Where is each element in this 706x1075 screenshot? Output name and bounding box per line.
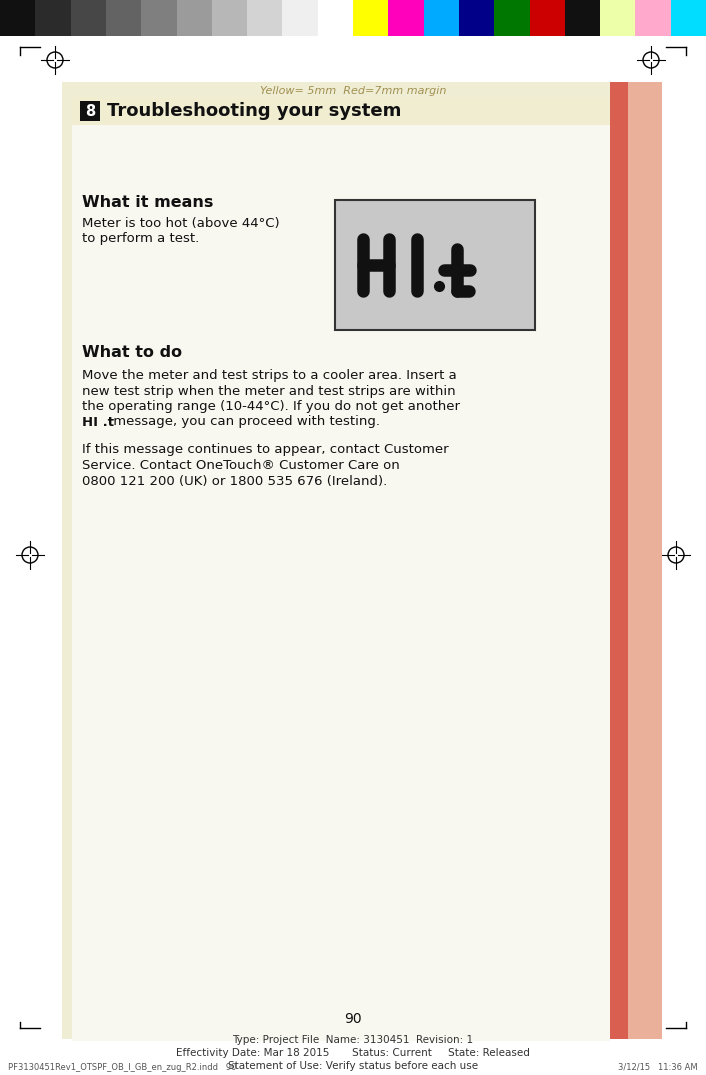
Text: 90: 90	[345, 1012, 361, 1026]
Text: PF3130451Rev1_OTSPF_OB_I_GB_en_zug_R2.indd   90: PF3130451Rev1_OTSPF_OB_I_GB_en_zug_R2.in…	[8, 1063, 237, 1072]
Bar	[35, 0, 71, 35]
Text: Meter is too hot (above 44°C): Meter is too hot (above 44°C)	[82, 217, 280, 230]
Bar	[335, 200, 535, 330]
Bar	[72, 98, 610, 1041]
Text: 3/12/15   11:36 AM: 3/12/15 11:36 AM	[618, 1063, 698, 1072]
Bar	[600, 0, 635, 35]
Bar	[424, 0, 459, 35]
Bar	[459, 0, 494, 35]
Bar	[106, 0, 141, 35]
Bar	[80, 101, 100, 121]
Bar	[353, 0, 388, 35]
Text: Statement of Use: Verify status before each use: Statement of Use: Verify status before e…	[228, 1061, 478, 1071]
Text: Service. Contact OneTouch® Customer Care on: Service. Contact OneTouch® Customer Care…	[82, 459, 400, 472]
Bar	[212, 0, 247, 35]
Text: HI .t: HI .t	[82, 416, 114, 429]
Text: the operating range (10-44°C). If you do not get another: the operating range (10-44°C). If you do…	[82, 400, 460, 413]
Bar	[176, 0, 212, 35]
Bar	[71, 0, 106, 35]
Bar	[628, 82, 662, 1040]
Bar	[635, 0, 671, 35]
Text: message, you can proceed with testing.: message, you can proceed with testing.	[109, 416, 380, 429]
Text: Effectivity Date: Mar 18 2015       Status: Current     State: Released: Effectivity Date: Mar 18 2015 Status: Cu…	[176, 1048, 530, 1058]
Bar	[282, 0, 318, 35]
Bar	[530, 0, 565, 35]
Text: Move the meter and test strips to a cooler area. Insert a: Move the meter and test strips to a cool…	[82, 369, 457, 382]
Bar	[247, 0, 282, 35]
Bar	[62, 82, 644, 1040]
Text: 8: 8	[85, 103, 95, 118]
Bar	[494, 0, 530, 35]
Bar	[0, 0, 706, 35]
Bar	[0, 0, 35, 35]
Text: to perform a test.: to perform a test.	[82, 232, 199, 245]
Bar	[610, 82, 628, 1040]
Bar	[72, 97, 610, 125]
Bar	[671, 0, 706, 35]
Bar	[141, 0, 176, 35]
Text: If this message continues to appear, contact Customer: If this message continues to appear, con…	[82, 444, 448, 457]
Text: Yellow= 5mm  Red=7mm margin: Yellow= 5mm Red=7mm margin	[260, 86, 446, 96]
Text: new test strip when the meter and test strips are within: new test strip when the meter and test s…	[82, 385, 455, 398]
Bar	[388, 0, 424, 35]
Text: What it means: What it means	[82, 195, 213, 210]
Bar	[318, 0, 353, 35]
Bar	[565, 0, 600, 35]
Text: 0800 121 200 (UK) or 1800 535 676 (Ireland).: 0800 121 200 (UK) or 1800 535 676 (Irela…	[82, 474, 388, 487]
Text: Type: Project File  Name: 3130451  Revision: 1: Type: Project File Name: 3130451 Revisio…	[232, 1035, 474, 1045]
Text: What to do: What to do	[82, 345, 182, 360]
Text: Troubleshooting your system: Troubleshooting your system	[107, 102, 402, 120]
